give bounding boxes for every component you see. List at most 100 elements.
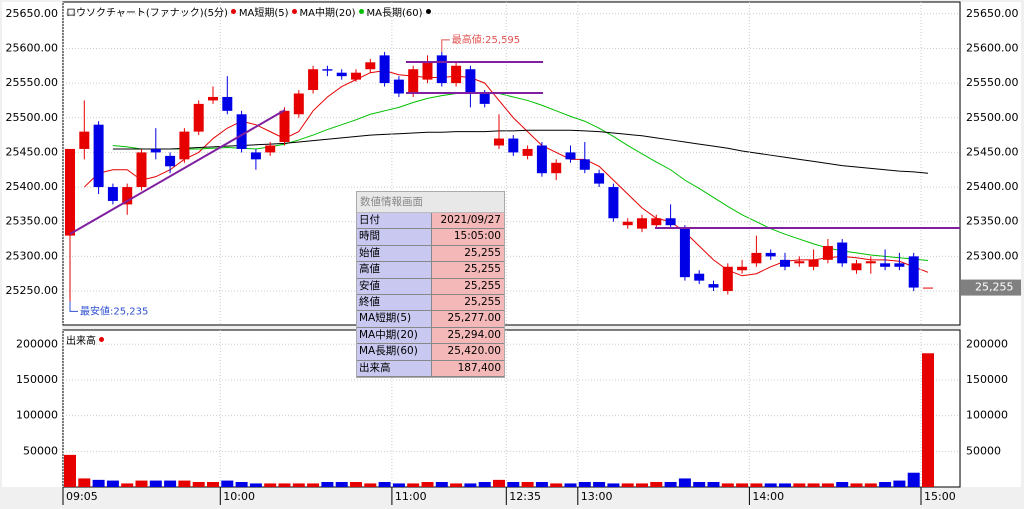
candle-body [193,103,204,132]
y-tick-label: 25400.00 [6,180,59,193]
volume-bar [135,480,148,487]
y-tick-label: 25350.00 [966,215,1019,228]
volume-bar [378,482,391,487]
info-label: 日付 [357,213,432,229]
last-price-label: 25,255 [975,281,1014,294]
info-value: 25,255 [432,245,504,262]
annotation-arrow [441,39,450,52]
legend-marker [291,9,297,14]
candle-body [208,96,218,101]
info-value: 25,420.00 [432,344,504,360]
y-tick-label: 25550.00 [6,76,59,89]
volume-bar [249,483,262,487]
info-title: 数値情報画面 [357,192,504,213]
candle-body [579,159,590,170]
volume-bar [636,483,648,487]
volume-bar [693,482,706,487]
volume-panel [62,329,961,488]
y-tick-label: 150000 [966,373,1008,386]
candle-body [622,221,633,226]
candle-body [708,284,719,288]
volume-bar [621,483,634,487]
x-tick-label: 14:00 [752,490,784,503]
x-tick-label: 12:35 [509,490,541,503]
candle-body [351,72,361,80]
info-panel[interactable]: 数値情報画面 日付 2021/09/27 時間 15:05:00 始値 25,255 高値 25… [356,191,505,378]
legend-title: ロウソクチャート(ファナック)(5分) [66,8,228,19]
legend-marker [425,9,431,14]
candle-body [451,65,462,84]
info-label: 出来高 [357,360,432,376]
last-price-box [961,279,1021,296]
volume-bar [164,480,177,487]
info-label: MA短期(5) [357,311,432,327]
info-value: 25,255 [432,278,504,294]
candle-body [551,162,562,174]
info-row: 高値 25,255 [357,262,504,279]
candle-body [265,145,276,153]
volume-bar [421,482,434,487]
info-label: 終値 [357,294,432,311]
info-row: 日付 2021/09/27 [357,213,504,230]
y-tick-label: 25550.00 [966,76,1019,89]
volume-bar [564,483,577,487]
volume-bar [64,454,76,487]
info-label: 安値 [357,278,432,294]
legend: 出来高 [66,332,104,347]
y-tick-label: 25650.00 [6,7,59,20]
candle-body [393,79,404,94]
volume-bar [278,483,291,487]
candle-body [536,145,547,174]
volume-bar [464,483,477,487]
candle-body [279,110,290,143]
info-value: 15:05:00 [432,229,504,245]
right-axis [961,2,1021,487]
volume-bar [78,478,91,487]
volume-bar [650,482,663,487]
annotation: 最高値:25,595 [452,33,520,46]
candle-body [165,155,176,167]
volume-bar [335,482,348,487]
y-tick-label: 25450.00 [6,145,59,158]
volume-bar [678,478,691,487]
legend-label: MA中期(20) [299,8,356,19]
volume-bar [149,480,162,487]
candle-body [808,259,819,267]
y-tick-label: 50000 [966,444,1001,457]
y-tick-label: 200000 [16,337,58,350]
candle-body [594,173,605,184]
candle-body [179,131,190,160]
title-text: 数値情報画面 [360,196,423,208]
info-label: 時間 [357,229,432,245]
volume-bar [264,483,277,487]
candle-body [765,252,776,257]
volume-bar [593,482,606,487]
candle-body [150,148,161,153]
volume-bar [578,482,591,487]
candle-body [737,266,748,271]
candle-body [608,187,619,219]
candle-body [93,124,104,188]
info-row: 時間 15:05:00 [357,229,504,246]
volume-bar [535,482,548,487]
volume-bar [106,480,119,487]
volume-bar [192,482,205,487]
candle-body [436,55,447,84]
candle-body [479,93,490,104]
volume-bar [207,482,219,487]
y-tick-label: 25350.00 [6,215,59,228]
candle-body [822,245,833,260]
volume-bar [850,483,863,487]
y-tick-label: 25300.00 [6,249,59,262]
candle-body [637,218,647,229]
volume-bar [493,479,505,487]
legend-title: 出来高 [66,336,96,347]
x-tick-label: 13:00 [581,490,613,503]
candle-body [222,96,233,111]
candle-body [508,138,519,153]
volume-bar [178,480,191,487]
volume-bar [750,483,763,487]
candle-body [322,69,333,71]
x-tick-label: 09:05 [66,490,98,503]
